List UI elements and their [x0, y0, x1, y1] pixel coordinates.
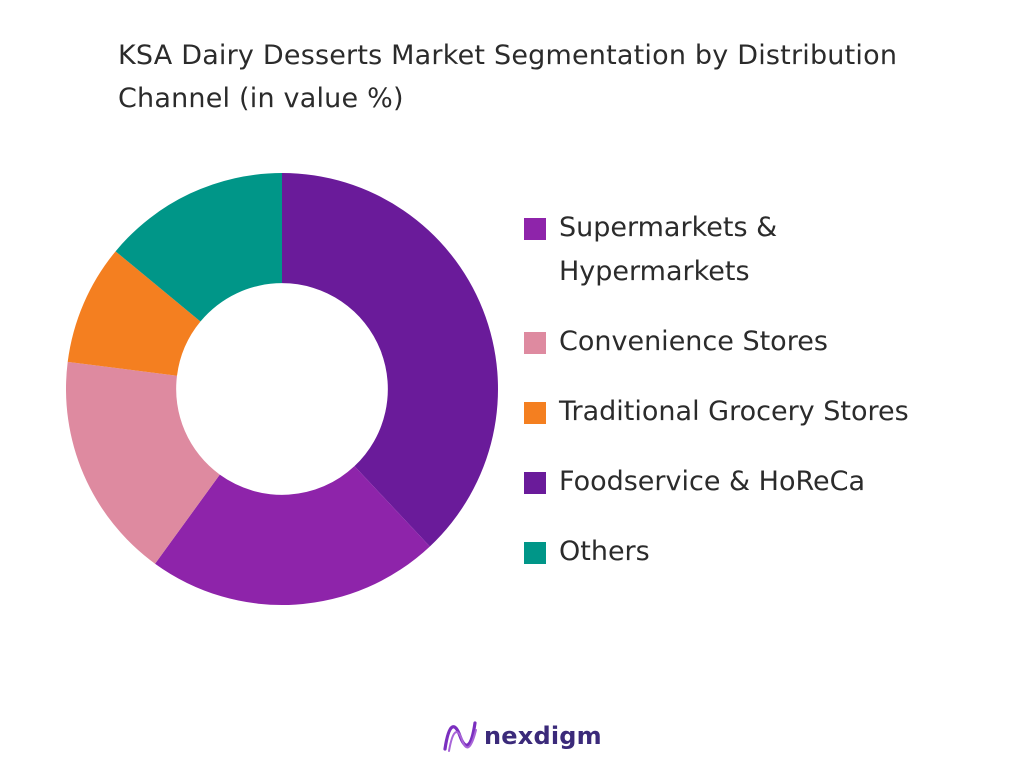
legend-label: Convenience Stores [559, 326, 828, 357]
chart-title-line-2: Channel (in value %) [118, 83, 404, 114]
legend-swatch [524, 542, 546, 564]
donut-chart [66, 173, 498, 605]
chart-title: KSA Dairy Desserts Market Segmentation b… [118, 34, 1008, 120]
slice-supermarkets-hypermarkets [155, 466, 430, 605]
donut-slices [66, 173, 498, 605]
legend-label: Traditional Grocery Stores [559, 396, 909, 427]
slice-traditional-grocery-stores [67, 251, 201, 376]
nexdigm-wave-icon [443, 721, 477, 752]
legend-item-foodservice-horeca: Foodservice & HoReCa [524, 460, 909, 504]
legend-item-traditional-grocery-stores: Traditional Grocery Stores [524, 390, 909, 434]
legend-label: Others [559, 536, 650, 567]
legend-label: Foodservice & HoReCa [559, 466, 866, 497]
legend-item-others: Others [524, 530, 909, 574]
brand-logo: nexdigm [440, 716, 602, 756]
legend-swatch [524, 332, 546, 354]
legend-item-convenience-stores: Convenience Stores [524, 320, 909, 364]
slice-foodservice-horeca [282, 173, 498, 547]
legend-label: Supermarkets & Hypermarkets [559, 212, 778, 287]
legend-swatch [524, 402, 546, 424]
chart-legend: Supermarkets & Hypermarkets Convenience … [524, 206, 909, 600]
legend-swatch [524, 472, 546, 494]
chart-title-line-1: KSA Dairy Desserts Market Segmentation b… [118, 40, 898, 71]
legend-swatch [524, 218, 546, 240]
brand-name: nexdigm [484, 722, 602, 750]
legend-item-supermarkets-hypermarkets: Supermarkets & Hypermarkets [524, 206, 909, 294]
slice-convenience-stores [66, 361, 220, 564]
slice-others [115, 173, 282, 322]
